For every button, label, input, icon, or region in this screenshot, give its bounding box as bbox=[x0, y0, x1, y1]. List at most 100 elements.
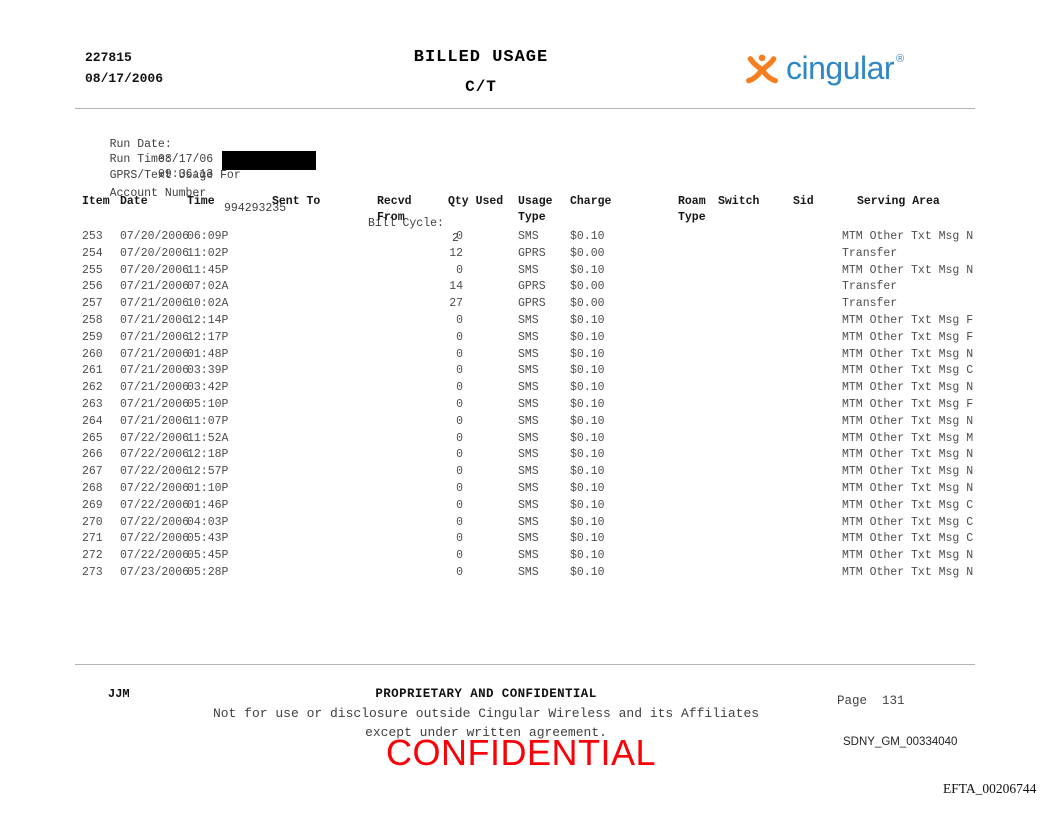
usage-table: Item Date Time Sent To Recvd Qty Used Us… bbox=[75, 194, 975, 582]
cell-sent-to bbox=[272, 363, 377, 380]
cell-switch bbox=[718, 397, 793, 414]
cell-charge: $0.10 bbox=[570, 397, 605, 411]
cell-serving-area: MTM Other Txt Msg N bbox=[842, 465, 974, 479]
bates-number-efta: EFTA_00206744 bbox=[943, 781, 1037, 796]
cell-date: 07/21/2006 bbox=[120, 364, 190, 378]
cell-usage-type: SMS bbox=[518, 347, 539, 361]
cell-qty-used: 0 bbox=[456, 230, 463, 243]
cell-sid bbox=[793, 481, 842, 498]
cell-time: 05:28P bbox=[187, 565, 229, 579]
cell-recvd-from bbox=[377, 296, 448, 313]
cell-date: 07/21/2006 bbox=[120, 347, 190, 361]
cell-recvd-from bbox=[377, 565, 448, 582]
confidential-stamp: CONFIDENTIAL bbox=[385, 732, 657, 773]
table-row: 262 07/21/2006 03:42P 0 SMS $0.10 MTM Ot… bbox=[82, 380, 975, 397]
cell-item: 255 bbox=[82, 263, 103, 277]
cell-switch bbox=[718, 296, 793, 313]
cell-recvd-from bbox=[377, 263, 448, 280]
cell-item: 268 bbox=[82, 481, 103, 495]
cell-charge: $0.10 bbox=[570, 230, 605, 243]
usage-for-line: GPRS/Text Usage For bbox=[82, 153, 241, 182]
registered-mark-icon: ® bbox=[896, 53, 905, 65]
cell-sent-to bbox=[272, 464, 377, 481]
cell-switch bbox=[718, 548, 793, 565]
cell-switch bbox=[718, 515, 793, 532]
cell-time: 01:10P bbox=[187, 481, 229, 495]
cell-qty-used: 0 bbox=[456, 448, 463, 462]
cell-switch bbox=[718, 347, 793, 364]
cell-qty-used: 0 bbox=[456, 515, 463, 529]
cell-charge: $0.10 bbox=[570, 448, 605, 462]
account-number: 994293235 bbox=[224, 202, 287, 215]
cell-usage-type: SMS bbox=[518, 481, 539, 495]
confidentiality-line1: Not for use or disclosure outside Cingul… bbox=[212, 706, 760, 721]
cell-date: 07/22/2006 bbox=[120, 515, 190, 529]
cell-charge: $0.10 bbox=[570, 549, 605, 563]
cell-serving-area: MTM Other Txt Msg F bbox=[842, 397, 974, 411]
cell-charge: $0.10 bbox=[570, 364, 605, 378]
cell-date: 07/21/2006 bbox=[120, 381, 190, 395]
cingular-logo: cingular ® bbox=[745, 50, 965, 98]
cell-qty-used: 0 bbox=[456, 414, 463, 428]
cell-item: 258 bbox=[82, 313, 103, 327]
cell-date: 07/22/2006 bbox=[120, 431, 190, 445]
cell-recvd-from bbox=[377, 414, 448, 431]
table-row: 273 07/23/2006 05:28P 0 SMS $0.10 MTM Ot… bbox=[82, 565, 975, 582]
cell-usage-type: SMS bbox=[518, 532, 539, 546]
cell-roam-type bbox=[678, 498, 718, 515]
run-time-value: 09:36:13 bbox=[158, 168, 214, 181]
cell-time: 04:03P bbox=[187, 515, 229, 529]
cell-date: 07/22/2006 bbox=[120, 465, 190, 479]
cell-charge: $0.10 bbox=[570, 532, 605, 546]
cell-time: 01:48P bbox=[187, 347, 229, 361]
cell-item: 270 bbox=[82, 515, 103, 529]
table-row: 263 07/21/2006 05:10P 0 SMS $0.10 MTM Ot… bbox=[82, 397, 975, 414]
cell-usage-type: SMS bbox=[518, 397, 539, 411]
cell-recvd-from bbox=[377, 498, 448, 515]
cell-usage-type: GPRS bbox=[518, 280, 546, 294]
cell-date: 07/21/2006 bbox=[120, 280, 190, 294]
cingular-jack-icon bbox=[746, 54, 778, 84]
cell-qty-used: 0 bbox=[456, 313, 463, 327]
cell-sid bbox=[793, 330, 842, 347]
cell-time: 12:14P bbox=[187, 313, 229, 327]
cell-roam-type bbox=[678, 229, 718, 246]
cell-switch bbox=[718, 431, 793, 448]
cell-serving-area: MTM Other Txt Msg N bbox=[842, 381, 974, 395]
cell-date: 07/20/2006 bbox=[120, 230, 190, 243]
cell-item: 253 bbox=[82, 230, 103, 243]
col-header-item: Item bbox=[82, 195, 110, 208]
cell-roam-type bbox=[678, 464, 718, 481]
cell-sid bbox=[793, 515, 842, 532]
cell-item: 273 bbox=[82, 565, 103, 579]
cell-date: 07/21/2006 bbox=[120, 414, 190, 428]
cell-time: 05:10P bbox=[187, 397, 229, 411]
cell-sid bbox=[793, 414, 842, 431]
confidentiality-line2: except under written agreement. bbox=[365, 725, 607, 740]
cell-date: 07/22/2006 bbox=[120, 448, 190, 462]
table-row: 264 07/21/2006 11:07P 0 SMS $0.10 MTM Ot… bbox=[82, 414, 975, 431]
cell-switch bbox=[718, 447, 793, 464]
cell-sent-to bbox=[272, 481, 377, 498]
cell-switch bbox=[718, 380, 793, 397]
confidentiality-title: PROPRIETARY AND CONFIDENTIAL bbox=[375, 687, 597, 701]
cell-serving-area: MTM Other Txt Msg N bbox=[842, 347, 974, 361]
cell-serving-area: MTM Other Txt Msg N bbox=[842, 565, 974, 579]
cell-item: 265 bbox=[82, 431, 103, 445]
cell-serving-area: Transfer bbox=[842, 246, 898, 260]
cell-charge: $0.10 bbox=[570, 330, 605, 344]
cell-serving-area: MTM Other Txt Msg F bbox=[842, 330, 974, 344]
cell-item: 259 bbox=[82, 330, 103, 344]
cell-sid bbox=[793, 447, 842, 464]
cell-qty-used: 12 bbox=[449, 246, 463, 260]
cingular-wordmark: cingular bbox=[786, 50, 895, 86]
cell-qty-used: 0 bbox=[456, 431, 463, 445]
cell-sent-to bbox=[272, 229, 377, 246]
cell-roam-type bbox=[678, 481, 718, 498]
cell-date: 07/22/2006 bbox=[120, 549, 190, 563]
cell-recvd-from bbox=[377, 246, 448, 263]
cell-roam-type bbox=[678, 263, 718, 280]
cell-sent-to bbox=[272, 380, 377, 397]
cell-switch bbox=[718, 464, 793, 481]
cell-date: 07/22/2006 bbox=[120, 481, 190, 495]
